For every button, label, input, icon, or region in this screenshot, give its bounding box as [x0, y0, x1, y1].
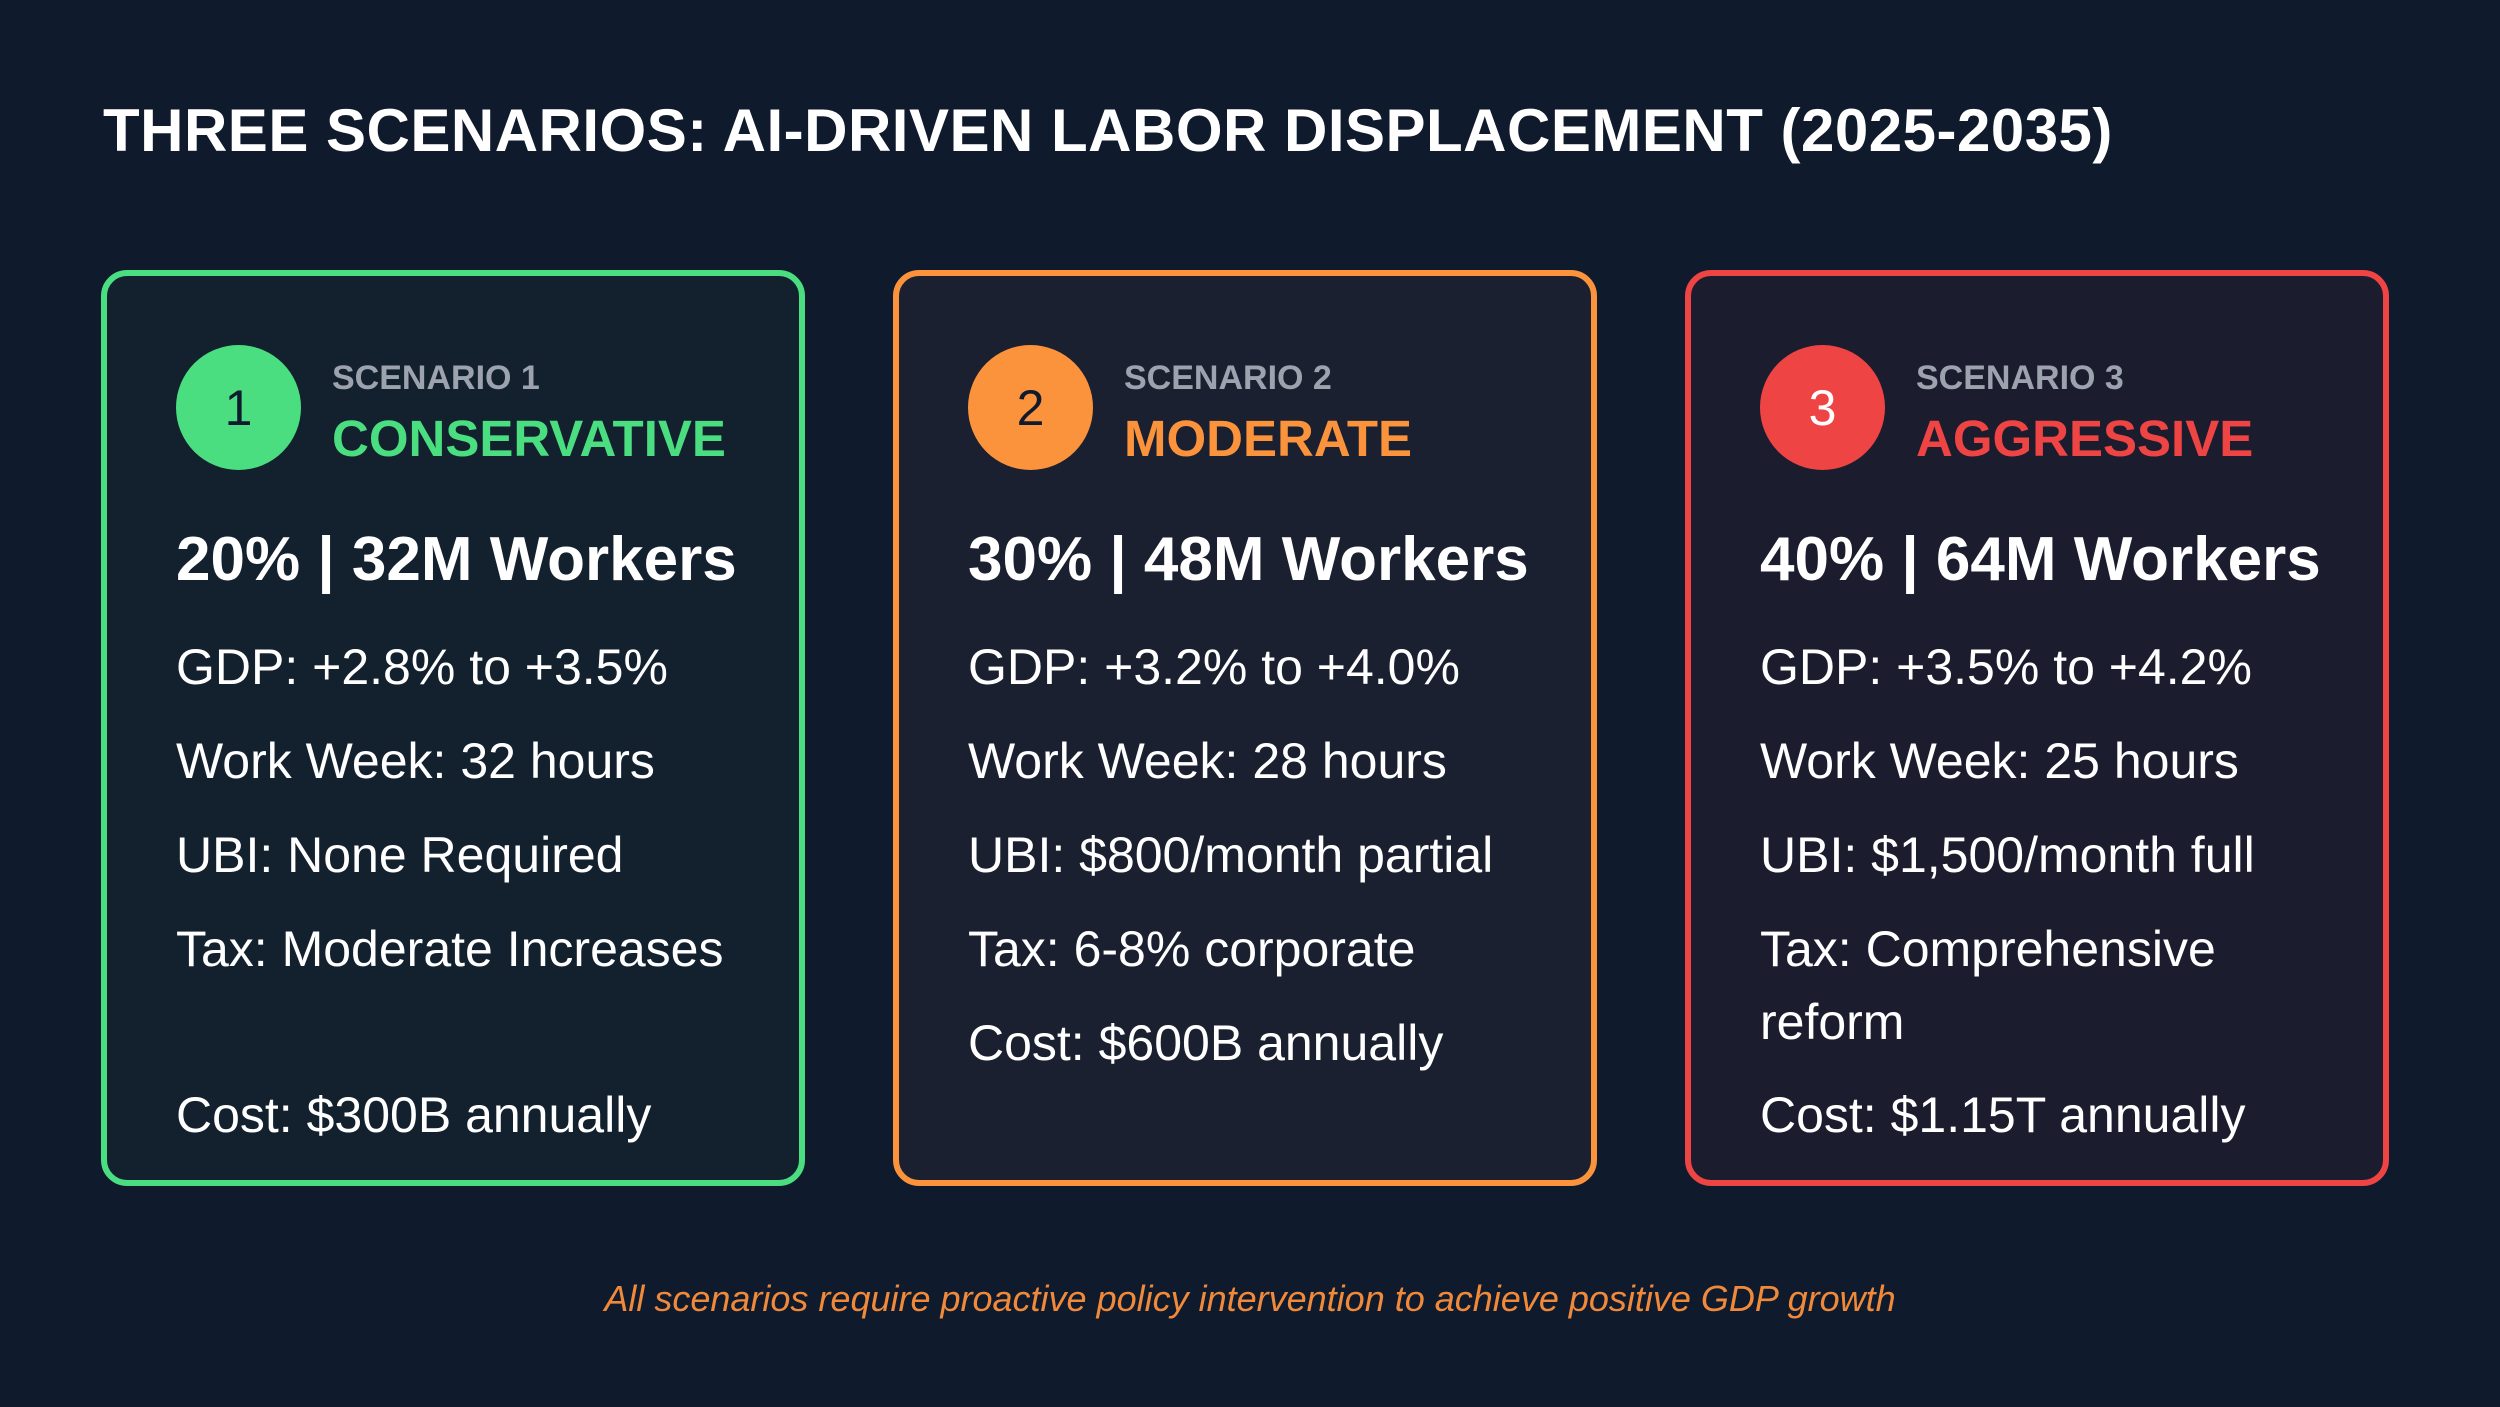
ubi-line: UBI: $1,500/month full	[1760, 827, 2255, 883]
scenario-name: MODERATE	[1124, 410, 1413, 467]
scenario-headline: 20% | 32M Workers	[176, 525, 737, 594]
scenario-name: CONSERVATIVE	[332, 410, 726, 467]
scenario-headline: 40% | 64M Workers	[1760, 525, 2321, 594]
gdp-line: GDP: +2.8% to +3.5%	[176, 639, 668, 695]
scenario-headline: 30% | 48M Workers	[968, 525, 1529, 594]
footer-note: All scenarios require proactive policy i…	[604, 1278, 1896, 1319]
scenario-card-moderate: 2 SCENARIO 2 MODERATE 30% | 48M Workers …	[893, 270, 1597, 1186]
gdp-line: GDP: +3.5% to +4.2%	[1760, 639, 2252, 695]
scenario-number-badge: 2	[968, 345, 1093, 470]
cost-line: Cost: $300B annually	[176, 1087, 652, 1143]
scenario-eyebrow: SCENARIO 2	[1124, 359, 1332, 397]
scenario-number-badge: 1	[176, 345, 301, 470]
tax-line: Tax: Moderate Increases	[176, 921, 724, 977]
ubi-line: UBI: None Required	[176, 827, 624, 883]
work-week-line: Work Week: 28 hours	[968, 733, 1447, 789]
tax-line: Tax: Comprehensive reform	[1760, 921, 2216, 1050]
work-week-line: Work Week: 32 hours	[176, 733, 655, 789]
cost-line: Cost: $600B annually	[968, 1015, 1444, 1071]
scenario-eyebrow: SCENARIO 3	[1916, 359, 2124, 397]
page-title: THREE SCENARIOS: AI-DRIVEN LABOR DISPLAC…	[103, 97, 2113, 164]
gdp-line: GDP: +3.2% to +4.0%	[968, 639, 1460, 695]
scenario-card-aggressive: 3 SCENARIO 3 AGGRESSIVE 40% | 64M Worker…	[1685, 270, 2389, 1186]
scenario-card-conservative: 1 SCENARIO 1 CONSERVATIVE 20% | 32M Work…	[101, 270, 805, 1186]
scenario-number-badge: 3	[1760, 345, 1885, 470]
ubi-line: UBI: $800/month partial	[968, 827, 1494, 883]
work-week-line: Work Week: 25 hours	[1760, 733, 2239, 789]
tax-line: Tax: 6-8% corporate	[968, 921, 1416, 977]
scenario-name: AGGRESSIVE	[1916, 410, 2254, 467]
scenario-eyebrow: SCENARIO 1	[332, 359, 540, 397]
cost-line: Cost: $1.15T annually	[1760, 1087, 2246, 1143]
